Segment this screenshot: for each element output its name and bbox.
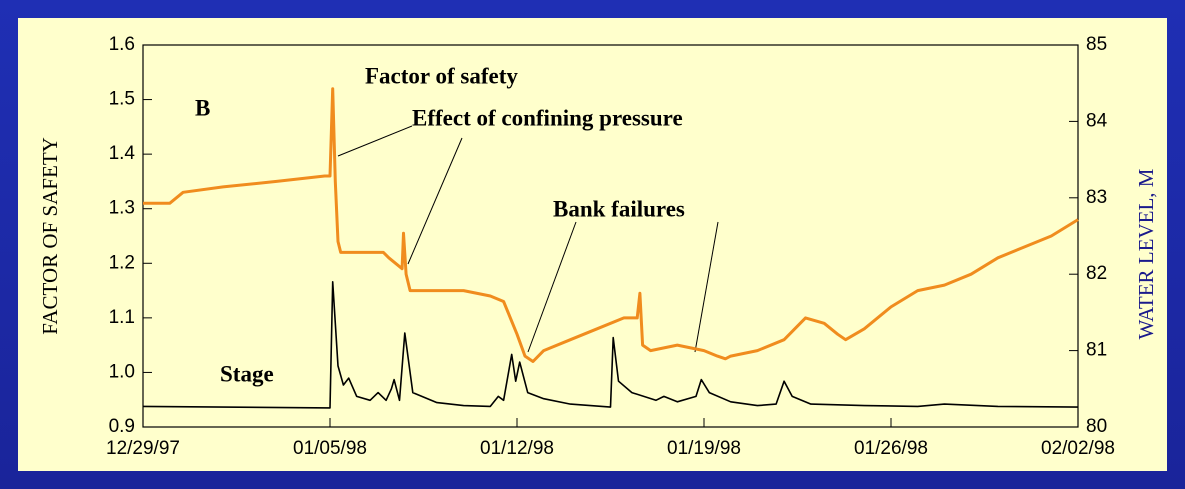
leader-line	[337, 125, 413, 157]
y-tick-label: 1.5	[109, 89, 135, 110]
series-line	[143, 87, 1079, 363]
plot-frame	[142, 44, 1079, 428]
y2-tick-label: 82	[1086, 263, 1107, 284]
leader-lines	[337, 125, 719, 353]
y2-tick-label: 80	[1086, 416, 1107, 437]
y2-tick-label: 84	[1086, 110, 1108, 131]
annotation: B	[195, 95, 210, 120]
x-tick-label: 01/05/98	[293, 438, 367, 459]
x-tick-label: 01/19/98	[667, 438, 741, 459]
y2-axis-title: WATER LEVEL, M	[1134, 168, 1158, 339]
x-tick-label: 01/12/98	[480, 438, 554, 459]
y-tick-label: 0.9	[109, 416, 135, 437]
y2-tick-label: 83	[1086, 187, 1107, 208]
y-tick-label: 1.4	[109, 143, 136, 164]
y-tick-label: 1.2	[109, 252, 135, 273]
leader-line	[694, 221, 719, 353]
annotation: Effect of confining pressure	[412, 105, 683, 130]
x-tick-label: 01/26/98	[854, 438, 928, 459]
panel	[18, 18, 1167, 471]
leader-line	[407, 137, 463, 265]
annotation: Factor of safety	[365, 63, 518, 88]
annotation: Stage	[220, 361, 274, 386]
y-tick-label: 1.1	[109, 307, 135, 328]
y-tick-label: 1.0	[109, 361, 135, 382]
leader-line	[527, 221, 577, 353]
y-axis-title: FACTOR OF SAFETY	[38, 137, 62, 335]
annotation: Bank failures	[553, 196, 685, 221]
y2-tick-label: 81	[1086, 340, 1107, 361]
x-tick-label: 12/29/97	[106, 438, 180, 459]
y-tick-label: 1.6	[109, 34, 135, 55]
y-tick-label: 1.3	[109, 198, 135, 219]
series-line	[142, 281, 1079, 409]
x-tick-label: 02/02/98	[1041, 438, 1115, 459]
y2-tick-label: 85	[1086, 34, 1107, 55]
